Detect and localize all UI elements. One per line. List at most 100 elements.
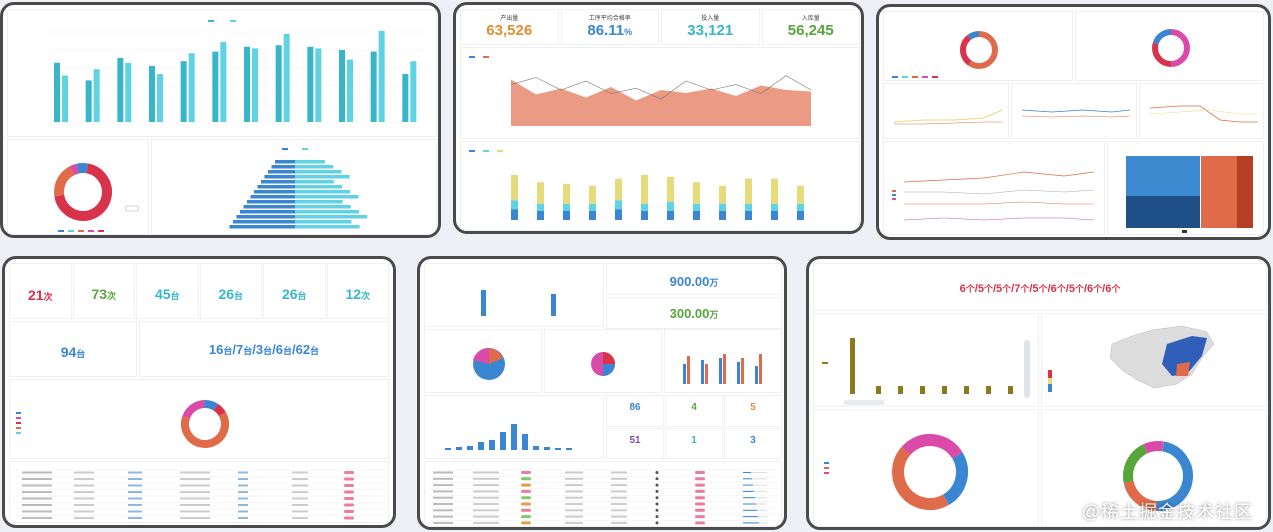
dashboard-thumbnail-1[interactable] (0, 2, 441, 238)
avatar (655, 477, 659, 481)
stat-item: 5 (724, 395, 782, 427)
bar-right (295, 210, 359, 214)
status-badge (695, 508, 705, 512)
table-cell (433, 515, 453, 518)
bar (456, 447, 462, 450)
kpi-label: 入库量 (801, 16, 820, 22)
bar-segment (589, 203, 596, 211)
bar (370, 51, 377, 122)
treemap-chart (1126, 156, 1253, 233)
table-cell (433, 477, 453, 480)
total-devices-value: 94台 (60, 344, 86, 360)
progress-track (743, 484, 767, 486)
bar (500, 432, 506, 450)
table-cell (433, 521, 453, 524)
dashboard-thumbnail-5[interactable]: 900.00万 300.00万 86 4 5 51 1 3 (417, 256, 787, 530)
kpi-label: 产出量 (500, 16, 519, 22)
avatar (655, 515, 659, 519)
bar (737, 362, 740, 384)
bar-mini-card (424, 263, 604, 327)
device-table-card (9, 461, 389, 523)
progress-fill (743, 497, 755, 499)
table-cell (433, 471, 453, 474)
watermark-text: @稀土掘金技术社区 (1081, 502, 1253, 522)
bar-left (229, 225, 295, 229)
table-cell (292, 484, 308, 487)
kpi-output: 产出量 63,526 (460, 9, 559, 45)
pie-card-2 (544, 329, 662, 393)
bar (410, 61, 417, 122)
dashboard-thumbnail-4[interactable]: 21次 73次 45台 26台 26台 12次 94台 16台/7台/3台/6台… (2, 256, 396, 528)
bar-segment (745, 178, 752, 204)
table-cell (238, 471, 248, 474)
status-badge (521, 502, 531, 506)
mini-line-card-2 (1011, 83, 1137, 139)
avatar (655, 521, 659, 525)
kpi-label (10, 268, 71, 273)
table-cell (238, 491, 248, 493)
donut-card-right (1041, 409, 1267, 527)
bar (898, 386, 903, 394)
progress-track (743, 472, 767, 473)
bar-segment (667, 211, 674, 220)
multi-line-card (883, 141, 1105, 235)
table-cell (180, 478, 210, 480)
bar-segment (589, 185, 596, 204)
bar-right (295, 220, 352, 224)
kpi-repair: 12次 (326, 263, 389, 319)
bar-right (295, 215, 368, 219)
bar-left (236, 215, 295, 219)
bar (315, 48, 322, 122)
progress-track (743, 490, 767, 492)
records-table (429, 469, 779, 525)
column-card (664, 329, 782, 393)
table-cell (565, 509, 583, 512)
bar-segment (693, 203, 700, 211)
table-cell (473, 503, 499, 505)
bar-right (295, 170, 342, 174)
table-cell (180, 517, 210, 519)
table-cell (74, 478, 94, 480)
table-cell (611, 515, 627, 518)
bar (478, 442, 484, 450)
bar (683, 364, 686, 384)
progress-fill (743, 516, 758, 518)
table-cell (565, 515, 583, 518)
table-cell (128, 510, 142, 513)
table-cell (565, 471, 583, 474)
kpi-input: 投入量 33,121 (661, 9, 760, 45)
dashboard-thumbnail-2[interactable]: 产出量 63,526 工序平均合格率 86.11% 投入量 33,121 入库量… (453, 2, 864, 234)
bar-right (295, 195, 359, 199)
bar (212, 51, 219, 122)
bar-segment (615, 178, 622, 201)
table-cell (74, 497, 94, 500)
status-badge (521, 496, 531, 500)
bar-segment (797, 185, 804, 204)
kpi-total: 45台 (136, 263, 199, 319)
bar-left (250, 195, 295, 199)
table-cell (180, 484, 210, 487)
amount-value: 900.00万 (669, 274, 719, 289)
dashboard-thumbnail-3[interactable] (876, 4, 1271, 240)
table-cell (74, 484, 94, 487)
kpi-value: 26台 (218, 286, 244, 302)
bar (220, 42, 227, 122)
status-badge (695, 515, 705, 519)
table-cell (22, 504, 52, 506)
bar (378, 30, 385, 122)
bar (93, 69, 100, 122)
table-cell (565, 496, 583, 499)
dashboard-thumbnail-6[interactable]: 6个/5个/5个/7个/5个/6个/5个/6个/6个 (806, 256, 1271, 530)
progress-fill (743, 509, 757, 511)
table-cell (292, 478, 308, 480)
bar (180, 61, 187, 122)
bar (275, 45, 282, 123)
kpi-value: 63,526 (486, 22, 533, 39)
table-cell (473, 509, 499, 512)
donut-chart-card (7, 139, 149, 235)
bar (339, 50, 345, 122)
status-badge (344, 510, 354, 513)
avatar (655, 502, 659, 506)
table-cell (238, 517, 248, 519)
bar (687, 356, 690, 384)
